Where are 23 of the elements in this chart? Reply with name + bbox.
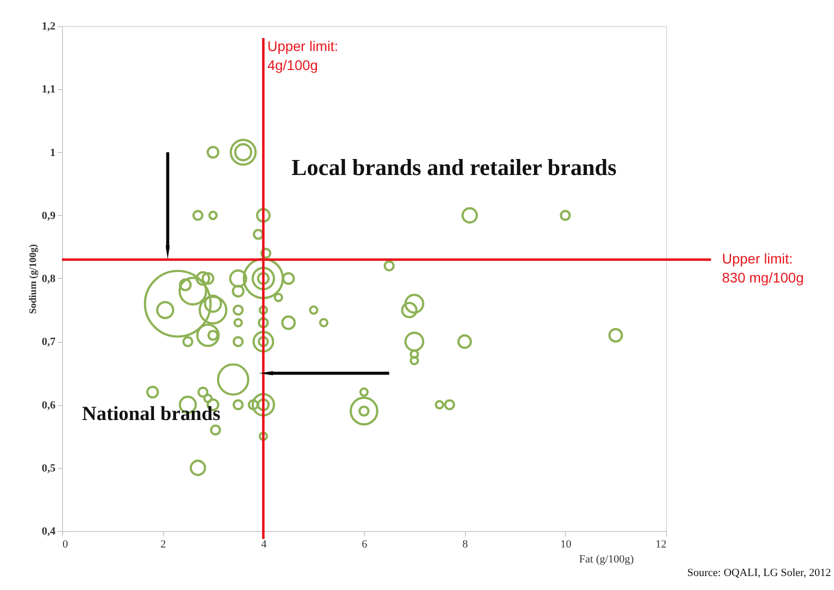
x-tick-label: 2 [160,538,166,550]
annotation: National brands [82,403,221,425]
y-tick-label: 1 [50,146,56,159]
annotation: Local brands and retailer brands [292,155,617,180]
y-tick-label: 0,5 [42,462,56,474]
x-tick-label: 12 [656,538,666,550]
y-tick-label: 0,7 [42,336,56,348]
y-tick-label: 1,2 [42,20,56,32]
y-tick-label: 0,6 [42,399,56,412]
x-tick-label: 10 [560,538,572,550]
y-tick-label: 0,4 [42,526,56,538]
x-tick-label: 4 [261,538,268,550]
source-note: Source: OQALI, LG Soler, 2012 [687,567,831,579]
y-tick-label: 1,1 [42,84,56,96]
ref-line-label: Upper limit: 830 mg/100g [722,250,804,286]
ref-line-label: Upper limit: 4g/100g [267,38,338,73]
y-axis-title: Sodium (g/100g) [28,244,39,314]
y-tick-label: 0,9 [42,210,56,222]
x-tick-label: 0 [62,538,68,550]
x-tick-label: 8 [462,538,468,550]
x-axis-title: Fat (g/100g) [579,554,634,566]
y-tick-label: 0,8 [42,273,56,285]
x-tick-label: 6 [362,538,368,550]
